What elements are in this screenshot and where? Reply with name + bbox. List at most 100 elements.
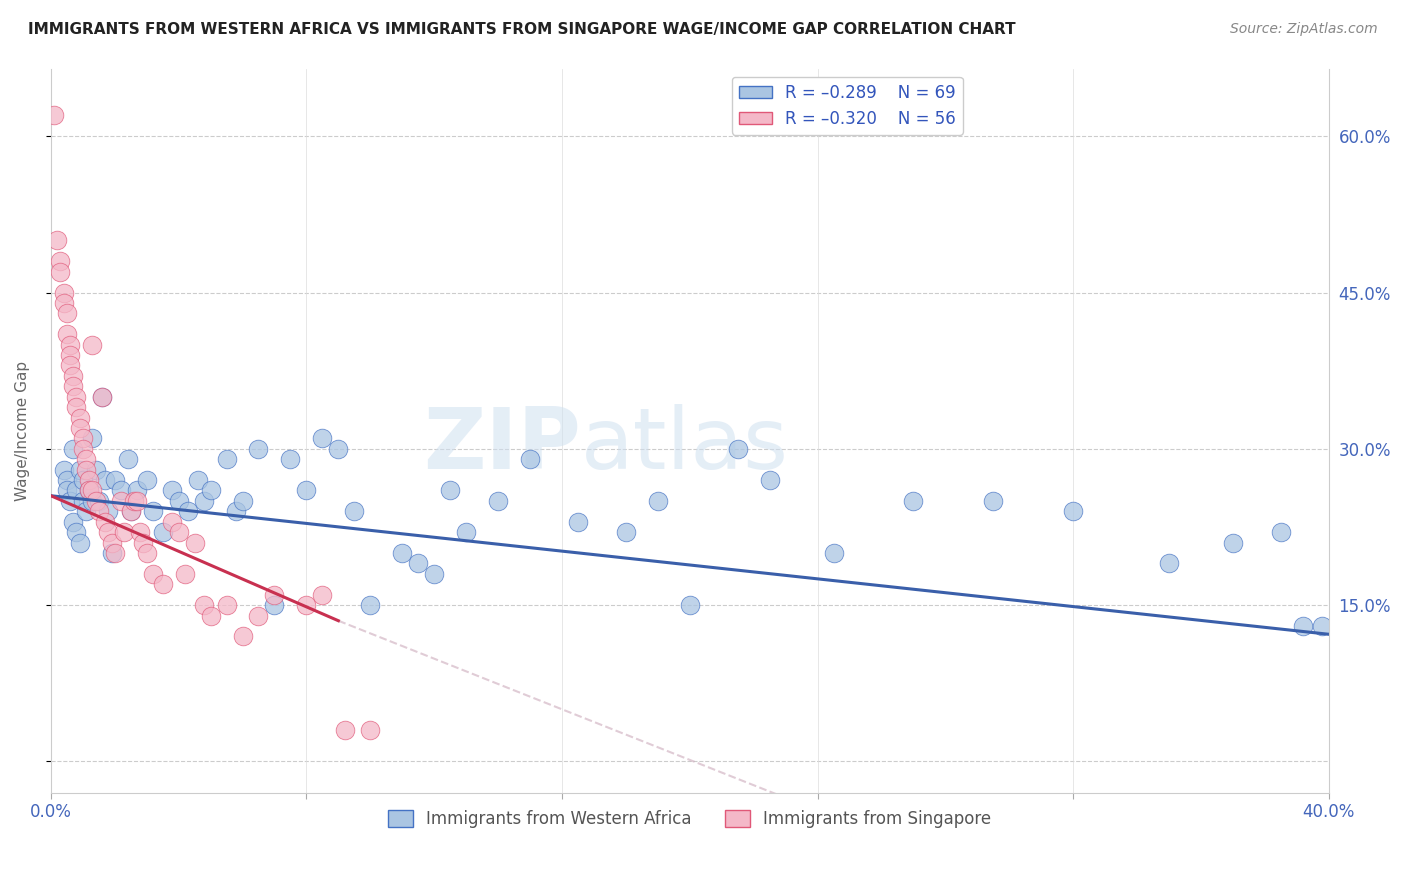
Point [97,525,120,540]
Point [59,348,82,362]
Point [486,494,509,508]
Point [52,463,75,477]
Point [56,483,79,498]
Point [614,525,637,540]
Point [77,483,100,498]
Point [567,515,589,529]
Text: Source: ZipAtlas.com: Source: ZipAtlas.com [1230,22,1378,37]
Point [142,566,165,581]
Point [56,306,79,320]
Point [122,494,145,508]
Point [62,368,84,383]
Point [52,296,75,310]
Point [84,463,107,477]
Point [647,494,669,508]
Point [65,525,87,540]
Point [69,421,91,435]
Point [167,525,190,540]
Point [183,535,205,549]
Point [49,254,72,268]
Point [142,504,165,518]
Point [456,525,478,540]
Point [152,525,174,540]
Point [94,515,117,529]
Text: ZIP: ZIP [423,403,581,486]
Point [263,588,285,602]
Legend: Immigrants from Western Africa, Immigrants from Singapore: Immigrants from Western Africa, Immigran… [381,804,998,835]
Point [46,234,69,248]
Point [59,337,82,351]
Point [100,535,122,549]
Point [225,504,247,518]
Point [406,557,429,571]
Point [56,473,79,487]
Point [263,598,285,612]
Point [77,473,100,487]
Point [75,452,97,467]
Point [679,598,702,612]
Point [162,483,184,498]
Point [97,504,120,518]
Point [117,452,139,467]
Point [62,515,84,529]
Point [62,379,84,393]
Point [177,504,200,518]
Point [135,473,157,487]
Point [59,359,82,373]
Point [127,483,149,498]
Point [200,483,222,498]
Point [1270,525,1292,540]
Point [69,410,91,425]
Point [187,473,209,487]
Point [333,723,356,738]
Point [49,265,72,279]
Point [280,452,302,467]
Point [72,494,94,508]
Point [359,723,381,738]
Point [82,431,104,445]
Point [120,504,142,518]
Point [328,442,350,456]
Point [247,608,270,623]
Y-axis label: Wage/Income Gap: Wage/Income Gap [15,360,30,500]
Point [162,515,184,529]
Point [981,494,1004,508]
Point [72,442,94,456]
Point [59,494,82,508]
Point [62,442,84,456]
Point [127,494,149,508]
Point [193,494,215,508]
Point [65,390,87,404]
Point [69,463,91,477]
Point [152,577,174,591]
Point [132,535,155,549]
Point [110,494,132,508]
Point [94,473,117,487]
Point [100,546,122,560]
Point [69,535,91,549]
Point [215,452,238,467]
Point [200,608,222,623]
Point [423,566,446,581]
Point [359,598,381,612]
Point [112,525,135,540]
Point [439,483,461,498]
Point [120,504,142,518]
Point [519,452,541,467]
Point [295,598,318,612]
Point [84,494,107,508]
Text: atlas: atlas [581,403,789,486]
Point [65,400,87,414]
Point [1222,535,1244,549]
Point [65,483,87,498]
Point [75,463,97,477]
Point [1312,619,1334,633]
Point [110,483,132,498]
Point [129,525,152,540]
Point [82,494,104,508]
Point [343,504,366,518]
Point [82,337,104,351]
Point [193,598,215,612]
Point [56,327,79,342]
Point [247,442,270,456]
